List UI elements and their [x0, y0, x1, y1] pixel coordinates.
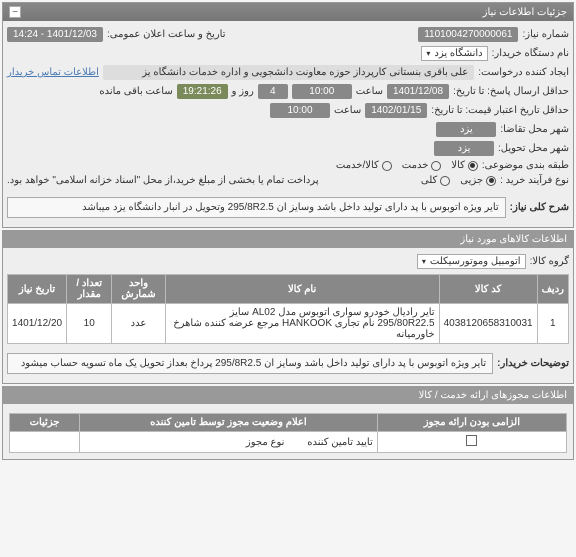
col-name: نام کالا — [165, 275, 439, 304]
desc-text: تایر ویژه اتوبوس با پد دارای تولید داخل … — [7, 197, 506, 218]
confirm-label: تایید تامین کننده — [307, 437, 373, 448]
radio-partial[interactable]: جزیی — [460, 175, 496, 186]
classify-label: طبقه بندی موضوعی: — [482, 160, 569, 171]
days-remaining: 4 — [258, 84, 288, 99]
cell-unit: عدد — [112, 304, 165, 344]
del-city-label: شهر محل تحویل: — [498, 143, 569, 154]
permissions-table: الزامی بودن ارائه مجوز اعلام وضعیت مجوز … — [9, 413, 567, 453]
days-label: روز و — [232, 86, 254, 97]
del-city-value: یزد — [434, 141, 494, 156]
buyer-contact-link[interactable]: اطلاعات تماس خریدار — [7, 67, 99, 78]
mandatory-checkbox[interactable] — [466, 435, 477, 446]
pub-date-value: 1401/12/03 - 14:24 — [7, 27, 103, 42]
req-city-value: یزد — [436, 122, 496, 137]
deadline-label: حداقل ارسال پاسخ: تا تاریخ: — [453, 86, 569, 97]
deadline-date: 1401/12/08 — [387, 84, 449, 99]
desc-label: شرح کلی نیاز: — [510, 202, 569, 213]
buyer-note-text: تایر ویژه اتوبوس با پد دارای تولید داخل … — [7, 353, 493, 374]
perm-row: تایید تامین کننده نوع مجوز — [10, 432, 567, 453]
permissions-header: اطلاعات مجوزهای ارائه خدمت / کالا — [3, 387, 573, 404]
classify-radio-group: کالا خدمت کالا/خدمت — [336, 160, 478, 171]
radio-goods[interactable]: کالا — [451, 160, 478, 171]
panel-title: جزئیات اطلاعات نیاز — [483, 7, 567, 18]
buy-type-radio-group: جزیی کلی — [421, 175, 496, 186]
buyer-note-label: توضیحات خریدار: — [497, 358, 569, 369]
buyer-value: دانشگاه یزد — [434, 48, 482, 59]
col-code: کد کالا — [439, 275, 537, 304]
table-row: 1 4038120658310031 تایر رادیال خودرو سوا… — [8, 304, 569, 344]
collapse-icon[interactable]: − — [9, 6, 21, 18]
col-idx: ردیف — [537, 275, 568, 304]
goods-panel: اطلاعات کالاهای مورد نیاز گروه کالا: اتو… — [2, 230, 574, 384]
need-info-panel: جزئیات اطلاعات نیاز − شماره نیاز: 110100… — [2, 2, 574, 228]
group-dropdown[interactable]: اتومبیل وموتورسیکلت ▾ — [417, 254, 526, 269]
pub-date-label: تاریخ و ساعت اعلان عمومی: — [107, 29, 226, 40]
col-announce: اعلام وضعیت مجوز توسط تامین کننده — [80, 414, 378, 432]
payment-note: پرداخت تمام یا بخشی از مبلغ خرید،از محل … — [7, 175, 319, 186]
col-unit: واحد شمارش — [112, 275, 165, 304]
group-value: اتومبیل وموتورسیکلت — [430, 256, 521, 267]
col-date: تاریخ نیاز — [8, 275, 67, 304]
radio-service[interactable]: خدمت — [402, 160, 442, 171]
buy-type-label: نوع فرآیند خرید : — [500, 175, 569, 186]
chevron-down-icon: ▾ — [426, 49, 430, 58]
cell-qty: 10 — [67, 304, 112, 344]
need-info-header: جزئیات اطلاعات نیاز − — [3, 3, 573, 21]
group-label: گروه کالا: — [530, 256, 569, 267]
credit-time: 10:00 — [270, 103, 330, 118]
credit-label: حداقل تاریخ اعتبار قیمت: تا تاریخ: — [431, 105, 569, 116]
radio-both[interactable]: کالا/خدمت — [336, 160, 392, 171]
creator-value: علی باقری بنستانی کارپرداز حوزه معاونت د… — [103, 65, 474, 80]
buyer-dropdown[interactable]: دانشگاه یزد ▾ — [421, 46, 487, 61]
time-label-2: ساعت — [334, 105, 361, 116]
need-no-label: شماره نیاز: — [522, 29, 569, 40]
remain-label: ساعت باقی مانده — [99, 86, 172, 97]
time-label-1: ساعت — [356, 86, 383, 97]
cell-code: 4038120658310031 — [439, 304, 537, 344]
creator-label: ایجاد کننده درخواست: — [478, 67, 569, 78]
need-no-value: 1101004270000061 — [418, 27, 518, 42]
req-city-label: شهر محل تقاضا: — [500, 124, 569, 135]
radio-full[interactable]: کلی — [421, 175, 450, 186]
deadline-time: 10:00 — [292, 84, 352, 99]
chevron-down-icon: ▾ — [422, 257, 426, 266]
col-qty: تعداد / مقدار — [67, 275, 112, 304]
cell-idx: 1 — [537, 304, 568, 344]
goods-header: اطلاعات کالاهای مورد نیاز — [3, 231, 573, 248]
time-remaining: 19:21:26 — [177, 84, 228, 99]
col-mandatory: الزامی بودن ارائه مجوز — [377, 414, 566, 432]
permissions-panel: اطلاعات مجوزهای ارائه خدمت / کالا الزامی… — [2, 386, 574, 460]
cell-date: 1401/12/20 — [8, 304, 67, 344]
cell-name: تایر رادیال خودرو سواری اتوبوس مدل AL02 … — [165, 304, 439, 344]
buyer-label: نام دستگاه خریدار: — [492, 48, 569, 59]
goods-table: ردیف کد کالا نام کالا واحد شمارش تعداد /… — [7, 274, 569, 344]
type-label: نوع مجوز — [246, 437, 285, 448]
credit-date: 1402/01/15 — [365, 103, 427, 118]
col-result: جزئیات — [10, 414, 80, 432]
